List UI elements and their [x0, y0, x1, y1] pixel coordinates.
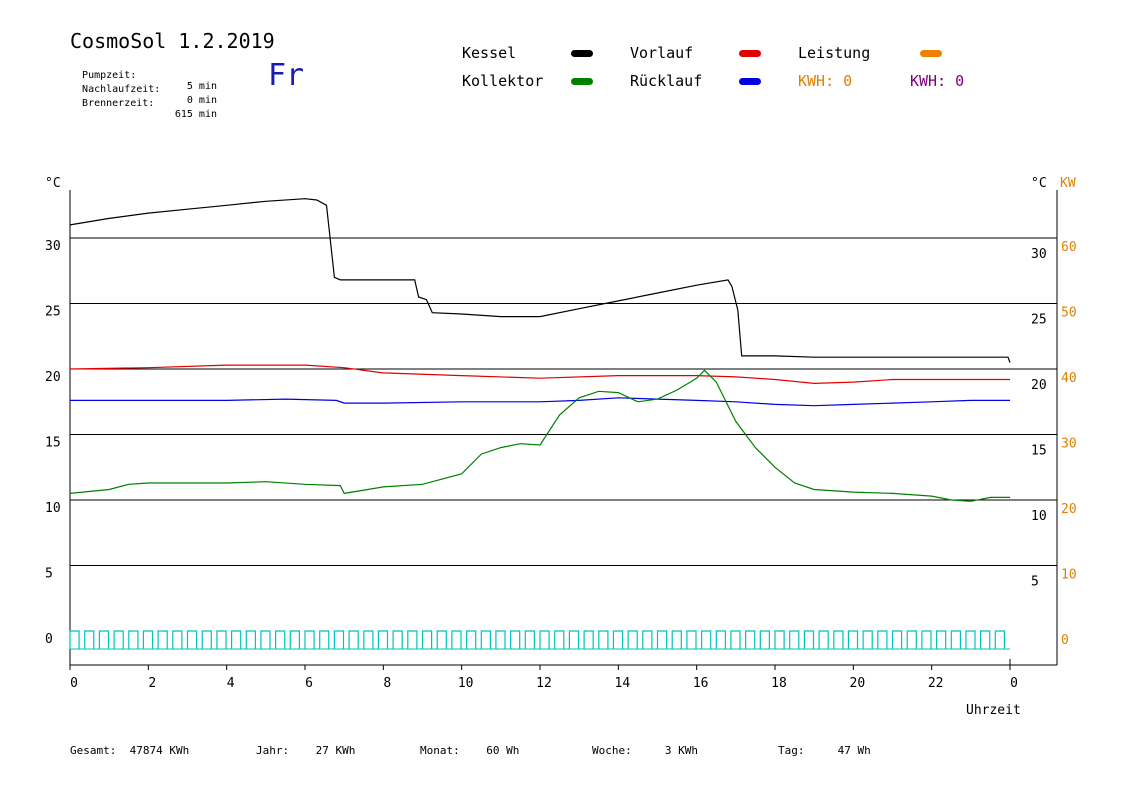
footer-tag: Tag: 47 Wh: [778, 744, 871, 757]
tick-labels: 0 2 4 6 8 10 12 14 16 18 20 22 0 0 5 10 15 20 25 30 5 10 15 20 2…: [45, 239, 1077, 691]
y-tick-label-right: 20: [1031, 378, 1047, 393]
x-tick-label: 6: [305, 676, 313, 691]
legend-label-kessel: Kessel: [462, 44, 517, 62]
x-tick-label: 8: [383, 676, 391, 691]
grid-lines: [70, 237, 1057, 566]
series-line-kollektor: [69, 369, 1010, 502]
kwh-readout-second: KWH: 0: [910, 72, 965, 90]
stat-value: 615 min: [174, 109, 217, 120]
y-tick-label-left: 20: [45, 370, 61, 385]
x-tick-label: 22: [928, 676, 944, 691]
y-tick-label-right: 15: [1031, 444, 1047, 459]
kwh-readout-leistung: KWH: 0: [798, 72, 853, 90]
footer-label: Monat:: [420, 744, 460, 757]
stat-value: 0 min: [186, 95, 217, 106]
x-tick-label: 18: [771, 676, 787, 691]
footer-label: Tag:: [778, 744, 805, 757]
pump-pulses: [69, 630, 1010, 650]
y2-tick-label: 20: [1061, 502, 1077, 517]
x-tick-label: 20: [850, 676, 866, 691]
y-axis-unit-left: °C: [45, 176, 61, 191]
axes: [69, 190, 1058, 670]
footer-label: Woche:: [592, 744, 632, 757]
series-line-kessel: [69, 198, 1011, 363]
y-tick-label-right: 30: [1031, 247, 1047, 262]
series-lines: [69, 198, 1011, 502]
y-tick-label-left: 15: [45, 436, 61, 451]
stat-label: Brennerzeit:: [82, 98, 155, 109]
footer-label: Jahr:: [256, 744, 290, 757]
y2-tick-label: 40: [1061, 371, 1077, 386]
y-tick-label-left: 5: [45, 567, 53, 582]
y-tick-label-left: 0: [45, 632, 53, 647]
legend-swatch-ruecklauf: [739, 78, 761, 85]
y2-tick-label: 0: [1061, 633, 1069, 648]
y-tick-label-right: 25: [1031, 313, 1047, 328]
y2-axis-unit: KW: [1060, 176, 1076, 191]
legend-label-vorlauf: Vorlauf: [630, 44, 694, 62]
series-line-vorlauf: [69, 364, 1010, 385]
legend-label-leistung: Leistung: [798, 44, 871, 62]
y-tick-label-right: 10: [1031, 509, 1047, 524]
footer-label: Gesamt:: [70, 744, 117, 757]
x-tick-label: 12: [536, 676, 552, 691]
stat-pumpzeit: Pumpzeit: 5 min: [70, 59, 217, 92]
x-tick-label: 10: [458, 676, 474, 691]
pump-pulse-trace: [69, 630, 1005, 649]
legend-swatch-kollektor: [571, 78, 593, 85]
stat-label: Pumpzeit:: [82, 70, 137, 81]
y-tick-label-left: 30: [45, 239, 61, 254]
footer-woche: Woche: 3 KWh: [592, 744, 698, 757]
x-axis-label: Uhrzeit: [966, 703, 1021, 718]
y-tick-label-left: 10: [45, 501, 61, 516]
footer-value: 60 Wh: [486, 744, 520, 757]
x-tick-label: 2: [148, 676, 156, 691]
x-tick-label: 0: [1010, 676, 1018, 691]
stat-value: 5 min: [186, 81, 217, 92]
legend-swatch-leistung: [920, 50, 942, 57]
y-tick-label-right: 5: [1031, 575, 1039, 590]
legend-swatch-vorlauf: [739, 50, 761, 57]
stat-brennerzeit: Brennerzeit: 615 min: [70, 87, 217, 120]
y2-tick-label: 30: [1061, 437, 1077, 452]
footer-monat: Monat: 60 Wh: [420, 744, 519, 757]
stat-label: Nachlaufzeit:: [82, 84, 161, 95]
y2-tick-label: 50: [1061, 306, 1077, 321]
x-tick-label: 14: [615, 676, 631, 691]
x-tick-label: 0: [70, 676, 78, 691]
footer-value: 47 Wh: [837, 744, 871, 757]
footer-value: 47874 KWh: [129, 744, 190, 757]
page-title: CosmoSol 1.2.2019: [70, 29, 275, 53]
y-axis-unit-right: °C: [1031, 176, 1047, 191]
stat-nachlaufzeit: Nachlaufzeit: 0 min: [70, 73, 217, 106]
legend-swatch-kessel: [571, 50, 593, 57]
legend-label-kollektor: Kollektor: [462, 72, 544, 90]
y2-tick-label: 60: [1061, 240, 1077, 255]
x-tick-label: 4: [227, 676, 235, 691]
footer-jahr: Jahr: 27 KWh: [256, 744, 355, 757]
series-line-rcklauf: [70, 397, 1010, 407]
legend-label-ruecklauf: Rücklauf: [630, 72, 703, 90]
footer-gesamt: Gesamt: 47874 KWh: [70, 744, 189, 757]
footer-value: 3 KWh: [664, 744, 698, 757]
weekday-label: Fr: [268, 58, 305, 93]
footer-value: 27 KWh: [315, 744, 356, 757]
x-tick-label: 16: [693, 676, 709, 691]
y2-tick-label: 10: [1061, 568, 1077, 583]
y-tick-label-left: 25: [45, 305, 61, 320]
